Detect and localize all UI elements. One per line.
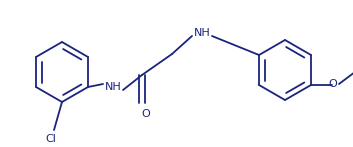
Text: Cl: Cl [46,134,56,144]
Text: NH: NH [104,82,121,92]
Text: O: O [142,109,150,119]
Text: NH: NH [194,28,210,38]
Text: O: O [329,79,337,89]
